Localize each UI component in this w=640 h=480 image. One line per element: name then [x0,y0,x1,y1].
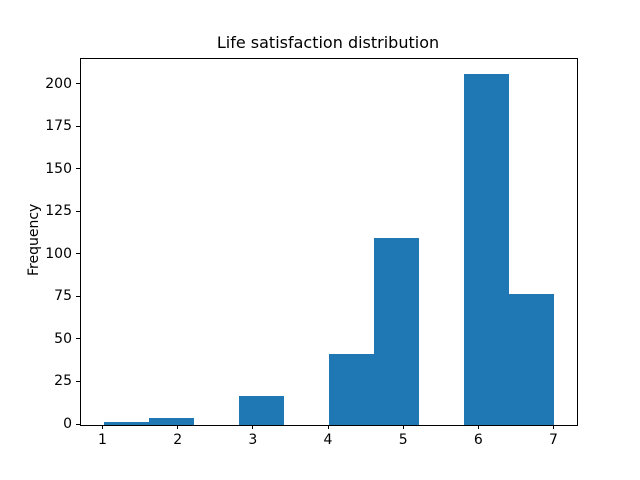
histogram-bar [374,237,420,425]
x-axis-tick [553,425,554,429]
x-axis-tick [477,425,479,429]
histogram-bar [238,396,284,425]
histogram-bar [329,353,375,425]
histogram-bar [464,74,510,425]
y-axis-tick-label: 25 [54,373,72,390]
y-axis-tick [76,380,80,382]
x-axis-tick-label: 2 [173,432,183,448]
y-axis-tick [76,168,80,170]
y-axis-tick [76,253,80,255]
x-axis-tick-label: 7 [549,432,558,448]
y-axis-tick [76,423,80,425]
y-axis-tick-label: 125 [45,203,72,220]
x-axis-tick [177,425,179,429]
x-axis-tick-label: 3 [248,432,258,448]
y-axis-tick-label: 175 [45,118,72,135]
x-axis-tick-label: 4 [323,432,333,448]
histogram-bar [148,418,194,425]
x-axis-tick-label: 1 [98,432,107,448]
histogram-bar [103,421,149,425]
x-axis-tick [252,425,254,429]
x-axis-tick [327,425,329,429]
y-axis-tick-label: 75 [54,288,72,305]
chart-title: Life satisfaction distribution [216,33,440,52]
y-axis-tick-label: 200 [45,75,72,92]
y-axis-tick-label: 100 [45,245,72,262]
histogram-bar [509,293,555,425]
x-axis-tick [402,425,404,429]
x-axis-tick [102,425,103,429]
y-axis-tick [76,210,80,212]
plot-area [80,58,578,426]
y-axis-tick-label: 150 [45,160,72,177]
y-axis-tick [76,83,80,84]
x-axis-tick-label: 6 [473,432,483,448]
y-axis-tick [76,295,80,297]
y-axis-tick [76,338,80,340]
y-axis-tick-label: 0 [63,416,72,432]
x-axis-tick-label: 5 [398,432,408,448]
y-axis-tick-label: 50 [54,330,72,347]
y-axis-tick [76,125,80,127]
